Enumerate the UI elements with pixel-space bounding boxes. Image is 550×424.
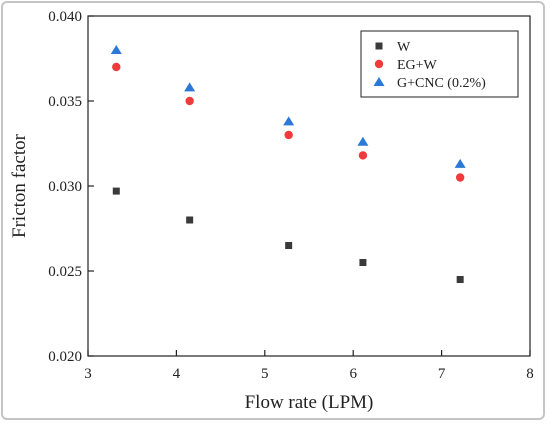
y-tick-label: 0.020	[48, 349, 82, 365]
triangle-point	[110, 45, 122, 54]
circle-point	[284, 130, 293, 140]
legend-circle-marker	[374, 59, 384, 69]
legend: W EG+W G+CNC (0.2%)	[360, 30, 519, 98]
square-point	[285, 242, 293, 249]
legend-box	[360, 30, 519, 98]
square-point	[186, 216, 194, 224]
square-point	[112, 187, 120, 195]
circle-point	[455, 173, 465, 182]
x-tick-label: 5	[261, 366, 269, 382]
x-axis-title: Flow rate (LPM)	[245, 392, 374, 413]
y-tick-label: 0.025	[48, 264, 82, 280]
legend-square-marker	[375, 42, 383, 50]
square-point	[456, 276, 464, 283]
circle-point	[112, 62, 121, 72]
triangle-point	[454, 158, 466, 168]
x-tick-label: 4	[173, 366, 181, 382]
legend-triangle-marker	[373, 77, 385, 86]
legend-label-g-cnc: G+CNC (0.2%)	[397, 76, 486, 91]
y-axis-title: Fricton factor	[9, 133, 30, 238]
triangle-point	[184, 82, 196, 92]
axis-ticks: 3 4 5 6 7 8 0.020 0.025 0.030 0.035 0.040	[48, 9, 534, 382]
legend-label-w: W	[397, 40, 411, 55]
x-tick-label: 7	[438, 366, 446, 382]
circle-point	[358, 151, 368, 160]
y-tick-label: 0.030	[48, 179, 82, 195]
y-tick-label: 0.040	[48, 9, 82, 25]
x-tick-label: 3	[84, 366, 92, 382]
circle-point	[185, 96, 194, 106]
data-points	[110, 45, 466, 283]
y-tick-label: 0.035	[48, 94, 82, 110]
triangle-point	[357, 136, 369, 146]
x-tick-label: 6	[349, 366, 357, 382]
x-tick-label: 8	[526, 366, 534, 382]
legend-markers	[373, 42, 385, 86]
legend-label-eg-w: EG+W	[397, 58, 438, 73]
square-point	[359, 259, 367, 266]
triangle-point	[283, 116, 295, 126]
